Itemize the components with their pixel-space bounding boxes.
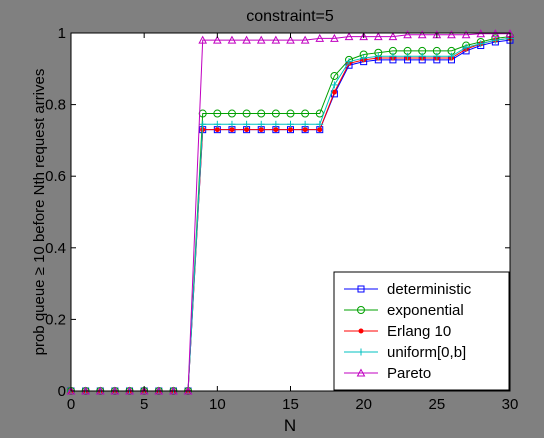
data-point [330,81,338,89]
data-point [228,120,236,128]
data-point [258,127,264,133]
legend-item: deterministic [344,281,472,298]
chart-title: constraint=5 [246,8,334,25]
data-point [345,58,353,66]
data-point [198,35,208,44]
data-point [301,120,309,128]
data-point [271,109,280,118]
data-point [491,36,499,44]
data-point [287,120,294,128]
data-point [227,35,237,44]
data-point [356,368,366,377]
x-tick-label: 5 [140,396,148,413]
data-point [389,52,397,60]
data-point [330,71,339,80]
data-point [214,127,220,133]
data-point [227,109,236,118]
data-point [360,54,368,62]
data-point [331,89,337,95]
data-point [256,35,266,44]
data-point [317,127,323,133]
data-point [359,32,369,41]
data-point [358,328,364,334]
legend-item: exponential [344,302,464,319]
data-point [315,33,325,42]
legend-label: uniform[0,b] [387,344,466,361]
data-point [373,32,383,41]
data-point [273,127,279,133]
y-tick-label: 0.6 [45,168,66,185]
data-point [244,127,250,133]
data-point [461,30,471,39]
legend-item: Erlang 10 [344,323,451,340]
x-tick-label: 30 [502,396,519,413]
legend-label: Erlang 10 [387,323,451,340]
data-point [417,30,427,39]
x-tick-label: 15 [282,396,299,413]
data-point [404,52,412,60]
data-point [388,32,398,41]
data-point [447,30,456,39]
legend-label: deterministic [387,281,472,298]
data-point [199,120,207,128]
data-point [344,32,354,41]
data-point [286,109,295,118]
data-point [300,35,310,44]
legend-label: Pareto [387,365,431,382]
data-point [272,120,280,128]
data-point [243,120,251,128]
data-point [242,35,251,44]
series-layer [66,29,515,395]
data-point [301,109,310,118]
data-point [229,127,235,133]
x-axis-label: N [284,416,296,435]
data-point [418,52,426,60]
data-point [330,33,339,42]
data-point [257,120,265,128]
legend-label: exponential [387,302,464,319]
x-tick-label: 25 [428,396,445,413]
y-tick-label: 0 [58,383,66,400]
legend: deterministic exponential Erlang 10 uniform… [333,271,510,391]
data-point [357,348,365,356]
y-tick-label: 0.2 [45,311,66,328]
data-point [286,35,295,44]
data-point [403,30,412,39]
ticks-layer: 0 5 10 15 20 25 30 0 0.2 0.4 0.6 0.8 1 [45,25,518,413]
data-point [302,127,308,133]
data-point [213,109,222,118]
data-point [213,120,221,128]
data-point [288,127,293,133]
data-point [271,35,281,44]
y-tick-label: 1 [58,25,66,42]
x-tick-label: 10 [209,396,226,413]
x-tick-label: 20 [355,396,372,413]
data-point [433,52,441,60]
data-point [462,43,470,51]
data-point [316,120,324,128]
legend-item: uniform[0,b] [344,344,466,361]
y-tick-label: 0.4 [45,240,66,257]
y-axis-label: prob queue ≥ 10 before Nth request arriv… [31,69,48,356]
data-point [257,109,266,118]
data-point [242,109,251,118]
data-point [374,52,382,60]
data-point [357,285,365,293]
x-tick-label: 0 [67,396,75,413]
data-point [447,52,455,60]
data-point [477,40,485,48]
data-point [212,35,222,44]
y-tick-label: 0.8 [45,97,66,114]
legend-item: Pareto [344,365,431,382]
data-point [357,306,365,314]
